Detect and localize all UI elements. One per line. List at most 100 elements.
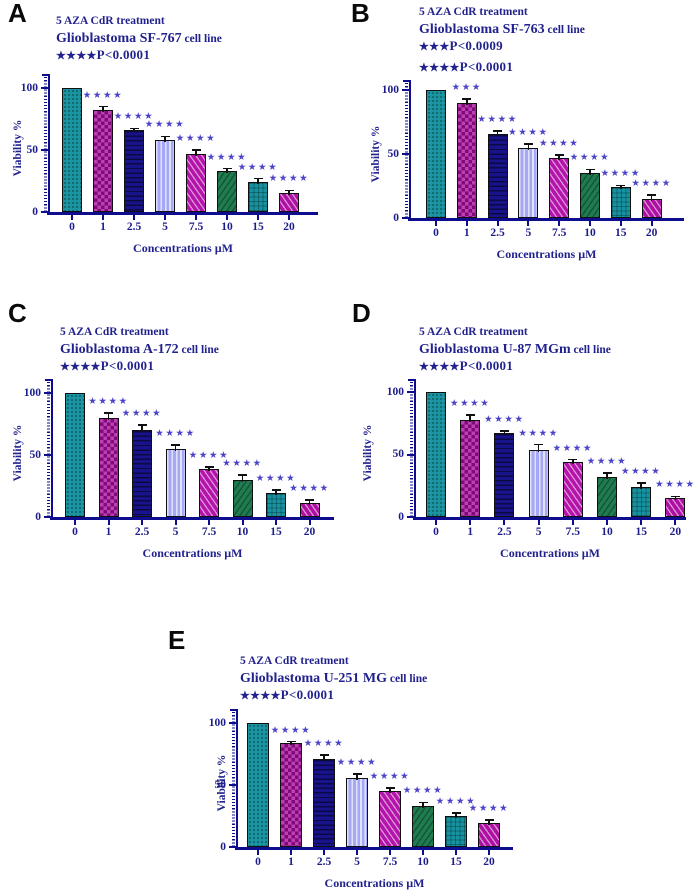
bar-15uM xyxy=(631,487,652,517)
bar-5uM xyxy=(155,140,175,212)
x-tick xyxy=(469,520,472,525)
x-tick-label: 2.5 xyxy=(126,220,142,233)
significance-stars: ★★★★ xyxy=(206,151,248,163)
x-tick xyxy=(619,221,622,226)
bar-5uM xyxy=(346,777,368,847)
bar-5uM xyxy=(518,147,539,218)
x-tick-label: 15 xyxy=(252,220,264,233)
error-bar-cap xyxy=(385,787,395,789)
error-bar-stem xyxy=(290,741,292,745)
bar-0uM xyxy=(65,393,85,517)
significance-stars: ★★★★ xyxy=(538,138,580,150)
x-tick-label: 0 xyxy=(255,855,261,868)
error-bar-stem xyxy=(466,98,468,105)
error-bar-cap xyxy=(465,414,475,416)
y-major-tick xyxy=(229,846,236,849)
x-tick xyxy=(488,850,490,855)
error-bar-cap xyxy=(554,154,564,157)
error-bar-stem xyxy=(174,445,177,451)
error-bar-cap xyxy=(523,142,533,145)
title-p-value: ★★★P<0.0009 xyxy=(419,38,503,54)
cell-line-suffix: cell line xyxy=(570,343,611,356)
y-axis-line xyxy=(51,379,54,520)
error-bar-stem xyxy=(308,499,311,506)
y-major-tick xyxy=(44,516,51,519)
x-tick xyxy=(257,850,259,855)
error-bar-cap xyxy=(319,754,329,757)
x-tick-label: 0 xyxy=(433,525,439,538)
x-tick-label: 1 xyxy=(105,525,112,538)
chart-title-B: 5 AZA CdR treatment Glioblastoma SF-763 c… xyxy=(419,6,585,75)
x-tick xyxy=(288,215,290,220)
error-bar-stem xyxy=(558,155,560,160)
error-bar-stem xyxy=(650,194,653,201)
x-tick-label: 20 xyxy=(669,525,682,538)
panel-letter-B: B xyxy=(351,0,370,28)
x-tick xyxy=(674,520,677,525)
cell-line-suffix: cell line xyxy=(387,672,428,685)
y-tick-label: 0 xyxy=(220,840,226,853)
bar-1uM xyxy=(456,102,477,218)
error-bar-stem xyxy=(164,136,166,143)
y-axis-minor-ticks xyxy=(232,709,236,847)
panel-letter-D: D xyxy=(352,298,371,328)
x-tick xyxy=(241,520,244,525)
error-bar-cap xyxy=(305,498,314,501)
panel-letter-C: C xyxy=(8,298,27,328)
significance-stars: ★★★★ xyxy=(600,168,642,180)
error-bar-stem xyxy=(133,128,135,133)
significance-stars: ★★★★ xyxy=(56,50,97,63)
x-axis-line xyxy=(47,212,318,216)
bar-20uM xyxy=(478,823,500,847)
significance-stars: ★★★★ xyxy=(240,690,281,703)
title-treatment: 5 AZA CdR treatment xyxy=(240,655,349,667)
error-bar-stem xyxy=(288,190,290,196)
x-axis-title: Concentrations µM xyxy=(133,241,233,255)
y-axis-minor-ticks xyxy=(44,74,48,212)
y-tick-label: 0 xyxy=(393,211,399,224)
x-tick xyxy=(164,215,166,220)
error-bar-cap xyxy=(160,135,170,138)
error-bar-cap xyxy=(585,168,595,171)
y-axis-top-tick xyxy=(45,379,51,381)
significance-stars: ★★★★ xyxy=(631,177,672,189)
x-tick xyxy=(308,520,311,525)
x-tick xyxy=(133,215,135,220)
x-tick xyxy=(290,850,292,855)
significance-stars: ★★★★ xyxy=(419,361,460,374)
x-tick-label: 1 xyxy=(463,226,470,239)
x-axis-title: Concentrations µM xyxy=(500,546,600,560)
x-tick xyxy=(74,520,76,525)
title-treatment: 5 AZA CdR treatment xyxy=(60,326,169,338)
x-tick-label: 2.5 xyxy=(316,855,332,868)
significance-stars: ★★★★ xyxy=(402,785,444,797)
bar-20uM xyxy=(665,498,686,517)
error-bar-stem xyxy=(275,489,277,496)
x-tick-label: 7.5 xyxy=(201,525,217,538)
x-tick-label: 10 xyxy=(584,226,596,239)
error-bar-stem xyxy=(455,812,457,818)
error-bar-stem xyxy=(606,473,608,479)
x-tick xyxy=(496,221,499,226)
cell-line-name: Glioblastoma SF-767 xyxy=(56,30,182,46)
x-tick-label: 7.5 xyxy=(188,220,204,233)
significance-stars: ★★★★ xyxy=(82,89,124,101)
x-tick xyxy=(195,215,197,220)
y-axis-line xyxy=(236,709,239,850)
x-tick-label: 5 xyxy=(162,220,168,233)
error-bar-cap xyxy=(451,812,461,814)
x-tick xyxy=(422,850,424,855)
x-tick-label: 0 xyxy=(433,226,439,239)
error-bar-stem xyxy=(488,819,490,826)
significance-stars: ★★★★ xyxy=(518,427,559,439)
error-bar-cap xyxy=(129,127,139,130)
x-tick xyxy=(435,520,437,525)
y-tick-label: 50 xyxy=(387,147,400,160)
bar-20uM xyxy=(641,198,662,218)
panel-letter-E: E xyxy=(168,625,186,655)
x-tick xyxy=(257,215,259,220)
error-bar-cap xyxy=(616,184,626,187)
y-major-tick xyxy=(41,87,48,90)
y-major-tick xyxy=(407,453,414,456)
title-p-value: ★★★★P<0.0001 xyxy=(419,59,514,75)
